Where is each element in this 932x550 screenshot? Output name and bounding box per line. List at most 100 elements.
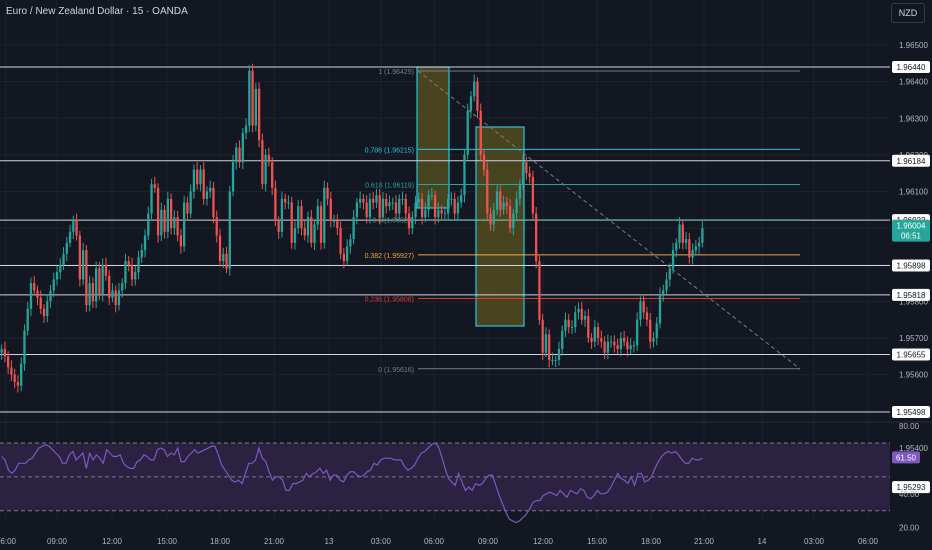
candle-body: [75, 220, 78, 236]
rsi-tick-label: 40.00: [899, 490, 920, 499]
candle-body: [319, 206, 323, 243]
candle-body: [407, 213, 411, 229]
candle-body: [502, 202, 505, 210]
candle-body: [541, 319, 544, 353]
candle-body: [241, 132, 244, 163]
candle-body: [401, 198, 404, 200]
candle-body: [62, 253, 65, 265]
candle-body: [479, 110, 482, 155]
candle-body: [218, 235, 222, 262]
candle-body: [26, 308, 29, 331]
candle-body: [375, 195, 378, 203]
candle-body: [453, 198, 456, 214]
candle-body: [290, 202, 293, 243]
candle-body: [150, 184, 153, 214]
candle-body: [13, 374, 16, 382]
candle-body: [202, 169, 205, 199]
time-tick-label: 06:00: [0, 537, 17, 546]
candle-body: [114, 290, 117, 306]
candle-body: [515, 198, 518, 214]
candle-body: [365, 202, 368, 218]
candle-body: [649, 319, 652, 342]
time-tick-label: 18:00: [210, 537, 231, 546]
candle-body: [639, 301, 642, 320]
candle-body: [587, 316, 590, 339]
candle-body: [52, 279, 55, 291]
candle-body: [691, 250, 694, 258]
candle-body: [355, 202, 359, 218]
candle-body: [271, 162, 274, 188]
candle-body: [583, 316, 587, 320]
highlight-box: [416, 66, 450, 209]
candle-body: [29, 283, 33, 309]
price-tick-label: 1.96300: [899, 114, 928, 123]
candle-body: [645, 312, 649, 320]
candle-body: [548, 334, 551, 361]
candle-body: [411, 217, 414, 229]
candle-body: [577, 308, 580, 313]
time-tick-label: 06:00: [858, 537, 879, 546]
time-tick-label: 15:00: [157, 537, 178, 546]
candle-body: [303, 228, 306, 236]
candle-body: [593, 327, 596, 342]
candle-body: [525, 162, 528, 174]
candle-body: [68, 231, 72, 243]
level-price-label: 1.95898: [897, 262, 926, 271]
candle-body: [65, 242, 68, 254]
candle-body: [678, 224, 681, 243]
candle-body: [619, 338, 623, 350]
candle-body: [78, 235, 81, 280]
candle-body: [414, 202, 417, 218]
currency-button[interactable]: NZD: [891, 3, 925, 23]
candle-body: [420, 198, 424, 218]
candle-body: [662, 290, 665, 295]
candle-body: [590, 338, 593, 342]
candle-body: [101, 264, 104, 295]
candle-body: [140, 250, 143, 258]
candle-body: [0, 349, 3, 353]
candle-body: [134, 272, 137, 280]
candle-body: [632, 345, 636, 347]
candle-body: [293, 228, 297, 243]
candle-body: [616, 345, 619, 350]
candle-body: [306, 217, 310, 236]
candle-body: [603, 341, 606, 353]
fib-level-label: 0.5 (1.96023): [372, 218, 414, 225]
candle-body: [248, 70, 251, 126]
candle-body: [476, 81, 479, 111]
candle-body: [521, 162, 525, 185]
candle-body: [173, 217, 176, 229]
candle-body: [345, 246, 349, 262]
candle-body: [427, 195, 430, 210]
time-tick-label: 18:00: [641, 537, 662, 546]
candle-body: [186, 202, 189, 214]
candle-body: [697, 242, 701, 247]
candle-body: [39, 297, 42, 309]
candle-body: [466, 110, 469, 155]
candle-body: [72, 220, 75, 232]
candle-body: [551, 360, 554, 362]
candle-body: [153, 184, 156, 188]
candle-body: [46, 301, 49, 317]
fib-level-label: 1 (1.96429): [378, 69, 414, 76]
candle-body: [394, 202, 398, 214]
candle-body: [701, 228, 704, 243]
candle-body: [277, 220, 280, 232]
chart-title: Euro / New Zealand Dollar · 15 · OANDA: [6, 6, 188, 17]
time-tick-label: 13: [325, 537, 334, 546]
candle-body: [378, 195, 381, 218]
candle-body: [280, 198, 284, 232]
candle-body: [668, 268, 671, 280]
candle-body: [108, 275, 111, 298]
level-price-tag: [892, 154, 930, 167]
candle-body: [310, 217, 313, 243]
fib-level-label: 0.618 (1.96119): [365, 183, 414, 190]
candle-body: [368, 198, 372, 218]
candle-body: [257, 88, 261, 141]
candle-body: [143, 235, 147, 251]
candle-body: [313, 224, 316, 243]
candle-body: [323, 187, 326, 243]
level-price-tag: [892, 348, 930, 361]
time-tick-label: 06:00: [424, 537, 445, 546]
